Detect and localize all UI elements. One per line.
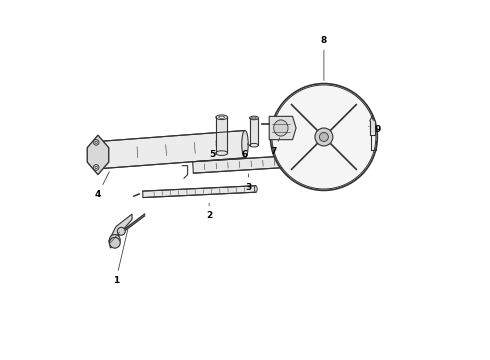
Ellipse shape: [252, 117, 256, 119]
Polygon shape: [250, 118, 258, 145]
Polygon shape: [100, 131, 246, 168]
Ellipse shape: [216, 115, 228, 120]
Text: 1: 1: [113, 229, 128, 285]
Ellipse shape: [216, 151, 228, 156]
Text: 9: 9: [368, 125, 381, 134]
Ellipse shape: [242, 131, 248, 158]
Ellipse shape: [98, 141, 105, 168]
Ellipse shape: [272, 85, 376, 189]
Ellipse shape: [319, 132, 328, 141]
Text: 2: 2: [206, 203, 212, 220]
Text: 7: 7: [270, 138, 280, 156]
Ellipse shape: [315, 128, 333, 146]
Ellipse shape: [117, 227, 125, 235]
Polygon shape: [143, 186, 256, 198]
Ellipse shape: [308, 154, 311, 166]
Text: 4: 4: [95, 172, 109, 199]
Ellipse shape: [93, 139, 99, 145]
Ellipse shape: [95, 141, 97, 143]
Text: 3: 3: [245, 174, 252, 192]
Ellipse shape: [274, 120, 288, 136]
Polygon shape: [370, 121, 375, 132]
Ellipse shape: [249, 116, 258, 120]
Text: 5: 5: [210, 144, 216, 159]
Ellipse shape: [109, 234, 120, 245]
Polygon shape: [269, 116, 296, 140]
Polygon shape: [216, 117, 227, 153]
Text: 6: 6: [242, 143, 248, 159]
Text: 8: 8: [321, 36, 327, 80]
Polygon shape: [193, 154, 310, 173]
Ellipse shape: [270, 84, 377, 190]
Ellipse shape: [249, 143, 258, 147]
Ellipse shape: [93, 165, 99, 170]
Ellipse shape: [109, 237, 120, 248]
Ellipse shape: [219, 116, 224, 118]
Polygon shape: [109, 214, 132, 248]
Ellipse shape: [254, 186, 257, 192]
Ellipse shape: [95, 166, 97, 168]
Polygon shape: [87, 135, 109, 175]
